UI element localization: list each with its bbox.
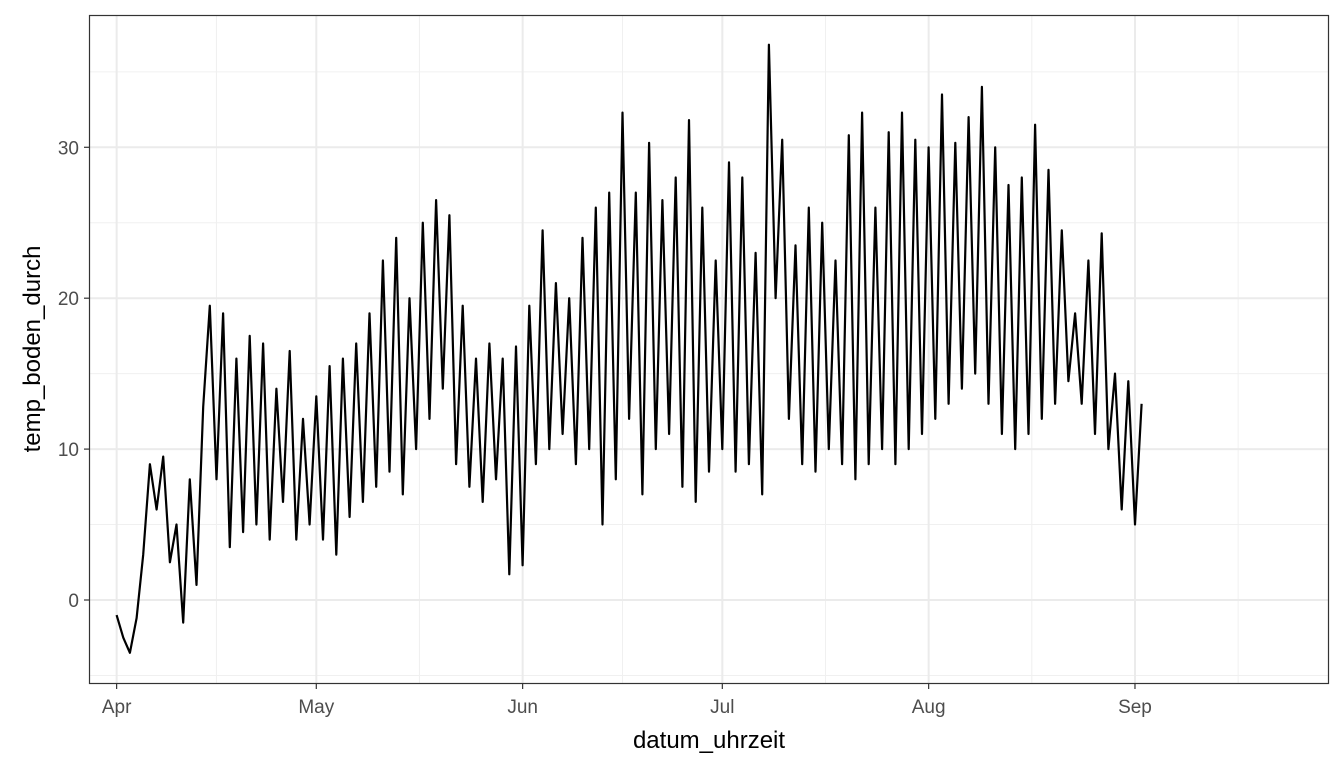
y-axis-title: temp_boden_durch [19, 246, 46, 453]
series-line [115, 43, 1143, 654]
y-axis: 0 10 20 30 [58, 138, 90, 612]
x-tick-label: Sep [1118, 697, 1152, 718]
x-axis-title: datum_uhrzeit [633, 727, 785, 754]
x-tick-label: Apr [102, 697, 132, 718]
x-tick-label: Jul [710, 697, 734, 718]
x-tick-label: Jun [507, 697, 538, 718]
x-tick-label: May [298, 697, 334, 718]
y-tick-label: 0 [68, 591, 79, 612]
y-tick-label: 10 [58, 440, 79, 461]
plot-panel-border [88, 14, 1330, 685]
x-tick-label: Aug [912, 697, 946, 718]
y-tick-label: 20 [58, 289, 79, 310]
y-tick-label: 30 [58, 138, 79, 159]
x-axis: Apr May Jun Jul Aug Sep [102, 683, 1152, 718]
